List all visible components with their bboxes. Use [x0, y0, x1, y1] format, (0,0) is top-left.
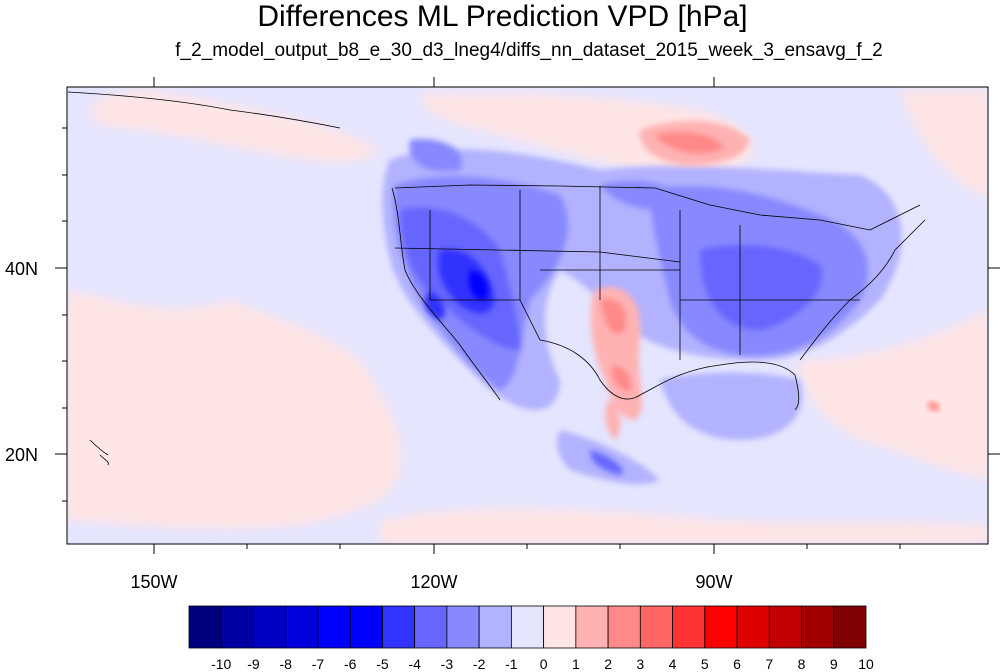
- atlantic-positive: [927, 401, 940, 412]
- colorbar-label: -8: [279, 656, 292, 672]
- colorbar-swatch: [543, 605, 577, 649]
- colorbar-label: 6: [733, 656, 741, 672]
- page-title: Differences ML Prediction VPD [hPa]: [257, 0, 748, 33]
- colorbar-label: -10: [211, 656, 231, 672]
- ocean-slight-positive-patches: [67, 90, 988, 544]
- colorbar-label: 2: [604, 656, 612, 672]
- colorbar-label: -3: [441, 656, 454, 672]
- southwest-peak-negative: [469, 270, 489, 301]
- colorbar-label: 0: [540, 656, 548, 672]
- colorbar-swatch: [704, 605, 738, 649]
- colorbar-swatch: [220, 605, 254, 649]
- colorbar-swatch: [188, 605, 222, 649]
- colorbar-label: 1: [572, 656, 580, 672]
- colorbar-label: 8: [798, 656, 806, 672]
- colorbar-swatch: [414, 605, 448, 649]
- colorbar-swatch: [349, 605, 383, 649]
- colorbar-label: 3: [636, 656, 644, 672]
- colorbar-label: -7: [312, 656, 325, 672]
- colorbar-label: 9: [830, 656, 838, 672]
- vpd-difference-field: [67, 87, 988, 544]
- lon-tick-labels: 150W 120W 90W: [130, 572, 732, 592]
- colorbar-swatch: [317, 605, 351, 649]
- colorbar-label: -2: [473, 656, 486, 672]
- colorbar-label: -4: [408, 656, 421, 672]
- colorbar-swatch: [768, 605, 802, 649]
- coastline-outlines: [67, 91, 926, 466]
- colorbar-swatch: [575, 605, 609, 649]
- colorbar-swatch: [833, 605, 867, 649]
- colorbar-swatch: [736, 605, 770, 649]
- colorbar-swatch: [446, 605, 480, 649]
- colorbar-swatch: [510, 605, 545, 649]
- colorbar-label: -1: [505, 656, 518, 672]
- colorbar-swatch: [285, 605, 319, 649]
- colorbar-label: 4: [669, 656, 677, 672]
- colorbar-swatch: [639, 605, 673, 649]
- colorbar-label: 5: [701, 656, 709, 672]
- colorbar-swatch: [607, 605, 641, 649]
- colorbar-label: 7: [765, 656, 773, 672]
- colorbar-swatch: [253, 605, 287, 649]
- colorbar-label: -9: [247, 656, 260, 672]
- minor-ticks: [62, 127, 901, 549]
- lon-tick-label: 150W: [130, 572, 177, 592]
- lon-tick-label: 120W: [410, 572, 457, 592]
- colorbar-swatch: [801, 605, 835, 649]
- colorbar-label: 10: [858, 656, 874, 672]
- lat-tick-label: 40N: [5, 259, 38, 279]
- lat-tick-labels: 40N 20N: [5, 259, 38, 465]
- lon-tick-label: 90W: [695, 572, 732, 592]
- colorbar: -10 -9 -8 -7 -6 -5 -4 -3 -2 -1 0 1 2 3 4 5 6 7 8 9 10: [188, 605, 874, 672]
- colorbar-label: -5: [376, 656, 389, 672]
- axis-ticks: [55, 77, 1000, 554]
- colorbar-label: -6: [344, 656, 357, 672]
- colorbar-swatch: [672, 605, 706, 649]
- colorbar-swatch: [478, 605, 512, 649]
- texas-positive: [590, 287, 642, 440]
- hudson-positive: [639, 120, 750, 166]
- page-subtitle: f_2_model_output_b8_e_30_d3_lneg4/diffs_…: [175, 40, 883, 61]
- lat-tick-label: 20N: [5, 445, 38, 465]
- colorbar-swatch: [382, 605, 416, 649]
